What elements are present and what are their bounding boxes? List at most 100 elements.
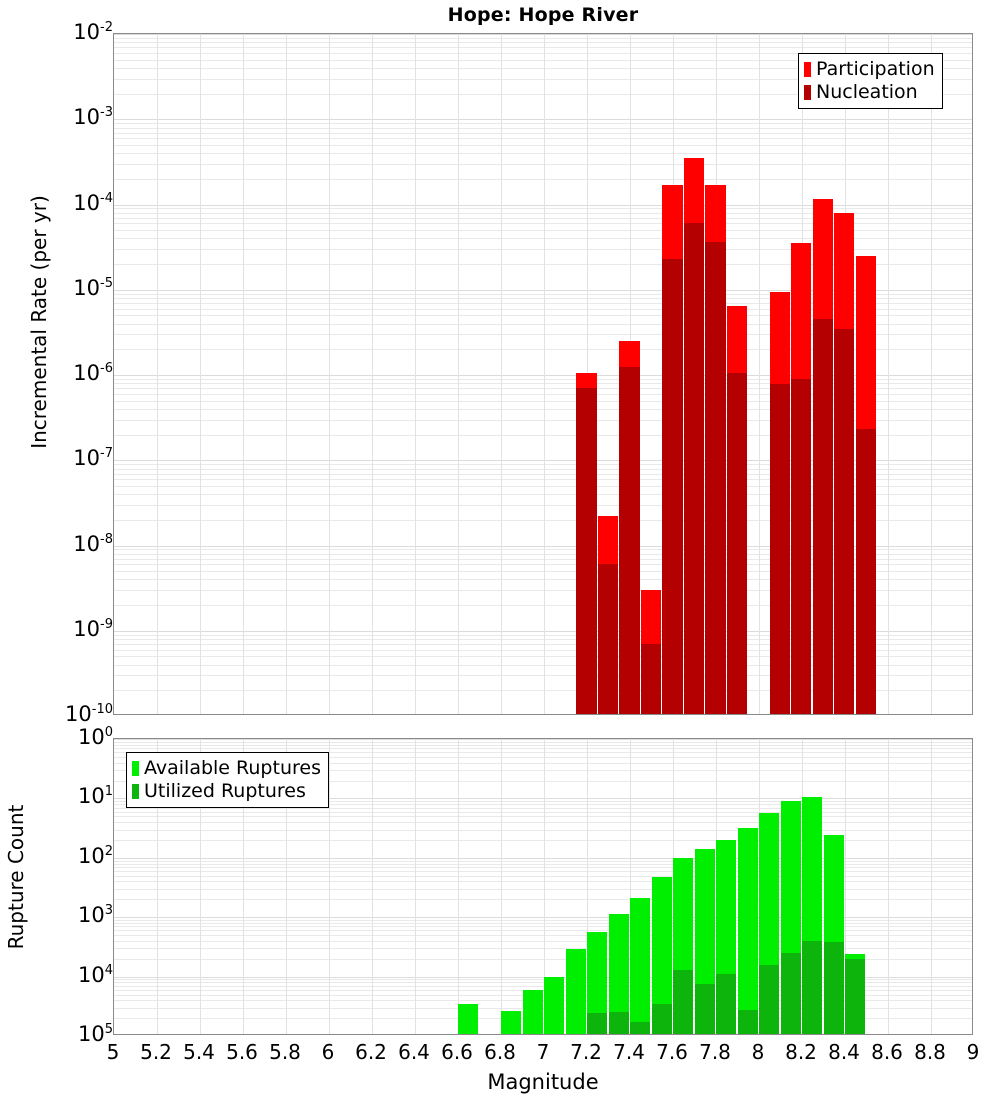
gridline-minor: [114, 860, 972, 862]
x-axis-tick-label: 5.2: [140, 1040, 172, 1064]
gridline-minor: [114, 519, 972, 521]
bar-available-ruptures[interactable]: [501, 1011, 522, 1034]
incremental-rate-plot: [113, 33, 973, 715]
gridline-minor: [114, 217, 972, 219]
gridline-minor: [114, 434, 972, 436]
gridline-major: [114, 119, 972, 120]
bar-nucleation[interactable]: [791, 378, 812, 714]
y-axis-tick-label: 101: [77, 784, 113, 809]
gridline-minor: [114, 948, 972, 950]
gridline-minor: [114, 644, 972, 645]
bar-nucleation[interactable]: [834, 328, 855, 714]
gridline-minor: [114, 549, 972, 551]
gridline-minor: [114, 298, 972, 299]
bar-nucleation[interactable]: [769, 384, 790, 714]
gridline-minor: [114, 78, 972, 80]
gridline-vertical: [157, 34, 158, 714]
gridline-minor: [114, 994, 972, 996]
bar-utilized-ruptures[interactable]: [608, 1012, 629, 1034]
x-axis-tick-label: 8.6: [871, 1040, 903, 1064]
gridline-minor: [114, 1007, 972, 1009]
bar-utilized-ruptures[interactable]: [694, 984, 715, 1034]
gridline-major: [114, 798, 972, 799]
bar-available-ruptures[interactable]: [458, 1003, 479, 1034]
y-axis-tick-label: 10-8: [73, 531, 113, 556]
bar-nucleation[interactable]: [640, 644, 662, 714]
bar-utilized-ruptures[interactable]: [802, 940, 823, 1034]
gridline-minor: [114, 464, 972, 466]
gridline-minor: [114, 875, 972, 877]
x-axis-tick-label: 8.4: [828, 1040, 860, 1064]
bar-available-ruptures[interactable]: [630, 897, 651, 1034]
gridline-minor: [114, 780, 972, 782]
gridline-minor: [114, 293, 972, 295]
top-legend: Participation Nucleation: [798, 53, 943, 109]
y-axis-tick-label: 102: [77, 843, 113, 868]
gridline-vertical: [888, 34, 889, 714]
legend-item-utilized-ruptures[interactable]: Utilized Ruptures: [132, 780, 321, 803]
gridline-minor: [114, 770, 972, 772]
gridline-minor: [114, 935, 972, 937]
legend-item-nucleation[interactable]: Nucleation: [804, 81, 935, 104]
x-axis-tick-label: 6: [321, 1040, 335, 1064]
bar-nucleation[interactable]: [683, 223, 705, 714]
legend-item-available-ruptures[interactable]: Available Ruptures: [132, 757, 321, 780]
gridline-minor: [114, 807, 972, 809]
y-axis-tick-label: 10-10: [65, 702, 113, 726]
bar-nucleation[interactable]: [812, 319, 834, 714]
bar-available-ruptures[interactable]: [737, 827, 758, 1034]
bar-nucleation[interactable]: [597, 564, 619, 714]
gridline-vertical: [243, 34, 244, 714]
bar-utilized-ruptures[interactable]: [780, 953, 801, 1034]
bar-utilized-ruptures[interactable]: [651, 1004, 672, 1034]
bottom-legend: Available Ruptures Utilized Ruptures: [126, 752, 329, 808]
gridline-minor: [114, 59, 972, 61]
bar-nucleation[interactable]: [662, 258, 683, 714]
gridline-vertical: [501, 739, 502, 1034]
x-axis-tick-label: 5.8: [269, 1040, 301, 1064]
gridline-minor: [114, 829, 972, 831]
gridline-minor: [114, 163, 972, 165]
bar-available-ruptures[interactable]: [651, 876, 672, 1034]
gridline-minor: [114, 664, 972, 666]
bar-available-ruptures[interactable]: [565, 949, 586, 1034]
x-axis-tick-label: 6.8: [484, 1040, 516, 1064]
gridline-minor: [114, 230, 972, 232]
gridline-minor: [114, 656, 972, 658]
gridline-minor: [114, 958, 972, 960]
gridline-vertical: [415, 739, 416, 1034]
gridline-minor: [114, 639, 972, 640]
bar-nucleation[interactable]: [855, 429, 876, 714]
bar-nucleation[interactable]: [576, 388, 597, 714]
legend-label-nucleation: Nucleation: [816, 81, 918, 103]
bar-available-ruptures[interactable]: [544, 976, 565, 1034]
participation-swatch-icon: [804, 62, 811, 77]
bar-utilized-ruptures[interactable]: [630, 1022, 651, 1034]
bar-utilized-ruptures[interactable]: [823, 941, 844, 1034]
gridline-minor: [114, 579, 972, 581]
bar-utilized-ruptures[interactable]: [845, 958, 866, 1034]
bar-available-ruptures[interactable]: [608, 913, 629, 1034]
bar-utilized-ruptures[interactable]: [587, 1013, 608, 1034]
legend-item-participation[interactable]: Participation: [804, 58, 935, 81]
legend-label-participation: Participation: [816, 58, 935, 80]
gridline-minor: [114, 144, 972, 146]
bar-nucleation[interactable]: [619, 366, 640, 714]
gridline-minor: [114, 634, 972, 636]
gridline-minor: [114, 479, 972, 481]
gridline-minor: [114, 888, 972, 890]
bar-available-ruptures[interactable]: [587, 932, 608, 1034]
y-axis-tick-label: 10-6: [73, 361, 113, 385]
bar-nucleation[interactable]: [726, 373, 748, 714]
bar-utilized-ruptures[interactable]: [737, 1010, 758, 1034]
bar-available-ruptures[interactable]: [522, 989, 543, 1034]
gridline-minor: [114, 839, 972, 841]
bar-utilized-ruptures[interactable]: [716, 974, 737, 1034]
gridline-minor: [114, 93, 972, 95]
gridline-vertical: [286, 739, 287, 1034]
bar-utilized-ruptures[interactable]: [759, 964, 780, 1034]
bar-utilized-ruptures[interactable]: [673, 969, 694, 1034]
bar-nucleation[interactable]: [705, 242, 726, 714]
gridline-minor: [114, 383, 972, 385]
gridline-minor: [114, 590, 972, 592]
